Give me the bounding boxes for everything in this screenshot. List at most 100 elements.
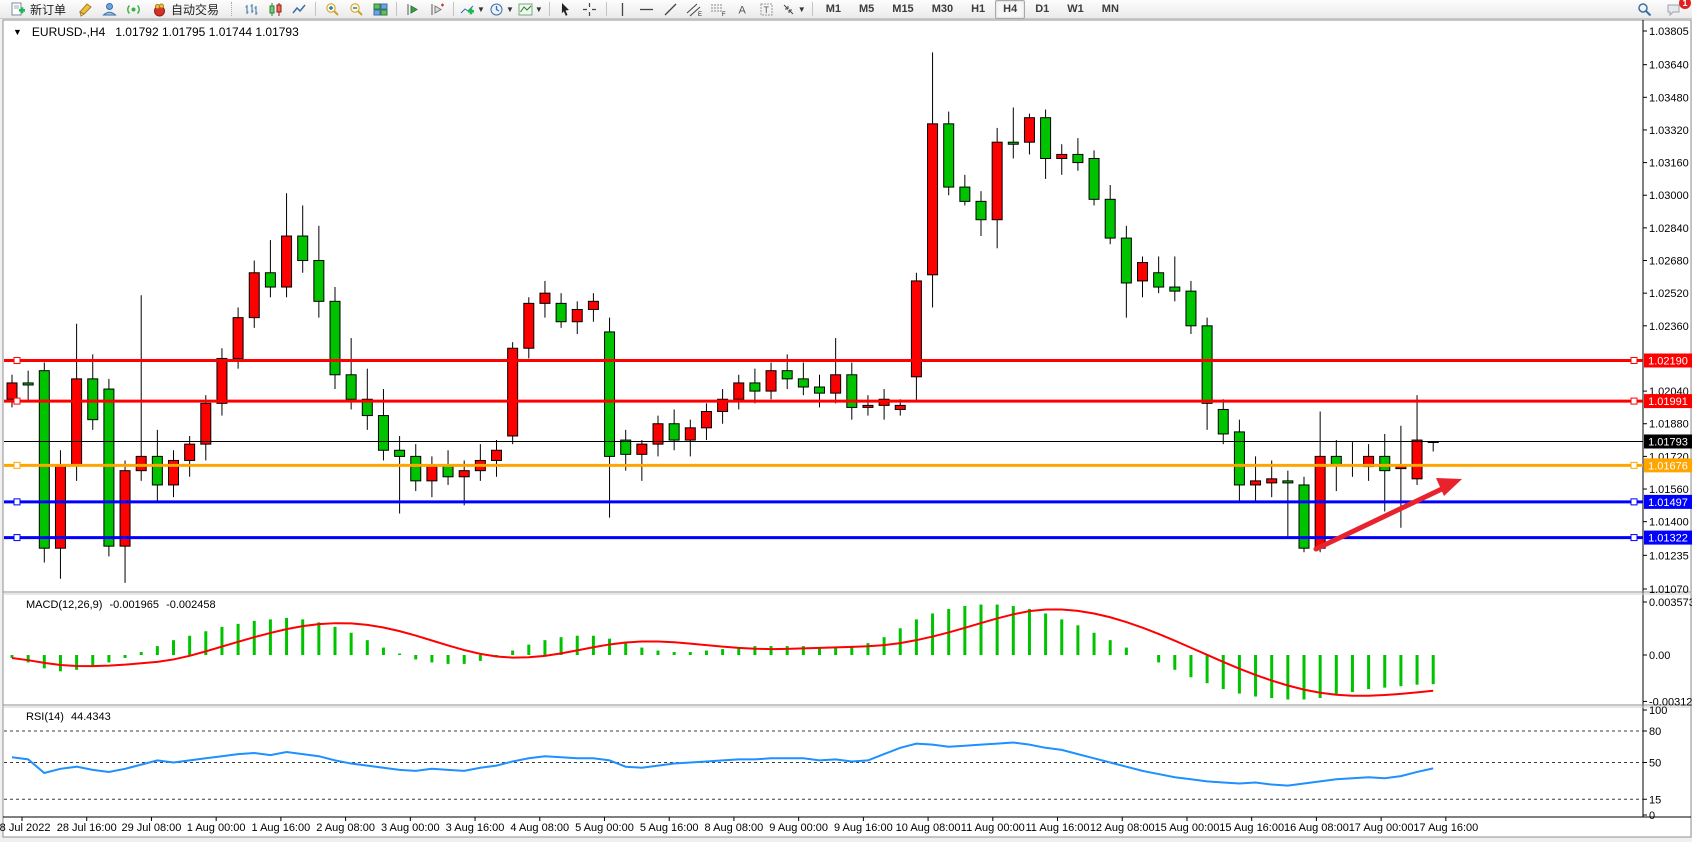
timeframe-m15[interactable]: M15 [892, 2, 914, 15]
toolbar-grip [231, 2, 236, 16]
bar-chart-button[interactable] [240, 0, 262, 19]
time-axis-label: 1 Aug 16:00 [252, 822, 311, 834]
candle [1185, 290, 1197, 327]
styles-button[interactable] [74, 0, 96, 19]
time-axis-label: 28 Jul 16:00 [57, 822, 117, 834]
brush-icon [78, 2, 92, 17]
timeframe-mn[interactable]: MN [1101, 2, 1119, 15]
timeframe-h4[interactable]: H4 [995, 0, 1026, 19]
toolbar-separator [548, 2, 550, 16]
macd-axis-label: 0.003573 [1649, 597, 1692, 609]
macd-signal-value: -0.002458 [166, 599, 216, 611]
candle [394, 449, 406, 457]
candle [361, 398, 373, 417]
periods-button[interactable]: ▼ [488, 0, 515, 19]
candle [1153, 272, 1165, 288]
vertical-line-button[interactable] [612, 0, 634, 19]
zoom-in-button[interactable] [321, 0, 343, 19]
profile-button[interactable] [98, 0, 120, 19]
price-label-box [1644, 434, 1692, 449]
candle [620, 439, 632, 455]
auto-scroll-button[interactable] [402, 0, 424, 19]
price-label-box [1644, 530, 1692, 545]
time-axis-label: 29 Jul 08:00 [121, 822, 181, 834]
candle [264, 272, 276, 288]
trendline-icon [664, 3, 677, 15]
crosshair-button[interactable] [579, 0, 601, 19]
macd-axis-label: -0.003129 [1649, 696, 1692, 708]
timeframe-m1[interactable]: M1 [825, 2, 841, 15]
line-handle[interactable] [13, 534, 21, 542]
candle [1411, 439, 1423, 480]
line-handle[interactable] [1630, 498, 1638, 506]
indicators-button[interactable]: ▼ [459, 0, 486, 19]
tile-windows-button[interactable] [369, 0, 391, 19]
chevron-down-icon: ▼ [505, 4, 514, 14]
auto-trading-button[interactable]: 自动交易 [146, 0, 225, 19]
profile-icon [101, 2, 117, 15]
time-axis-label: 16 Aug 08:00 [1284, 822, 1349, 834]
line-handle[interactable] [1630, 534, 1638, 542]
cursor-button[interactable] [555, 0, 577, 19]
time-axis-label: 1 Aug 00:00 [187, 822, 246, 834]
label-button[interactable]: T [756, 0, 778, 19]
time-axis-label: 9 Aug 00:00 [769, 822, 828, 834]
candlestick-button[interactable] [264, 0, 286, 19]
toolbar-separator [453, 2, 455, 16]
label-icon: T [760, 3, 773, 15]
horizontal-line-icon [640, 8, 654, 10]
candle [1395, 466, 1407, 470]
indicators-icon [460, 5, 475, 14]
arrows-button[interactable]: ▼ [780, 0, 807, 19]
candle [168, 459, 179, 486]
time-axis-label: 12 Aug 08:00 [1090, 822, 1155, 834]
price-label-text: 1.01793 [1648, 436, 1688, 448]
trend-arrow[interactable] [1313, 484, 1449, 552]
time-axis-label: 28 Jul 2022 [0, 822, 50, 834]
line-handle[interactable] [1630, 397, 1638, 405]
rsi-name: RSI(14) [26, 711, 64, 723]
channel-button[interactable]: E [684, 0, 706, 19]
search-button[interactable] [1633, 0, 1655, 19]
templates-button[interactable]: ▼ [517, 0, 544, 19]
line-handle[interactable] [1630, 356, 1638, 364]
notifications-button[interactable]: 1 [1663, 0, 1691, 19]
line-handle[interactable] [13, 356, 21, 364]
line-handle[interactable] [13, 461, 21, 469]
chart-shift-button[interactable] [426, 0, 448, 19]
candle [184, 443, 196, 461]
horizontal-line-button[interactable] [636, 0, 658, 19]
line-handle[interactable] [13, 498, 21, 506]
line-handle[interactable] [13, 397, 21, 405]
candle [571, 308, 583, 323]
candle [54, 464, 66, 549]
signals-button[interactable] [122, 0, 144, 19]
zoom-out-button[interactable] [345, 0, 367, 19]
timeframe-m30[interactable]: M30 [931, 2, 954, 15]
candle [523, 302, 535, 349]
timeframe-d1[interactable]: D1 [1035, 2, 1050, 15]
timeframe-m5[interactable]: M5 [859, 2, 875, 15]
arrows-icon [783, 4, 794, 14]
candle [1169, 286, 1181, 292]
line-chart-button[interactable] [288, 0, 310, 19]
rsi-axis-label: 100 [1649, 705, 1667, 717]
price-axis-label: 1.01880 [1649, 419, 1689, 431]
new-order-button[interactable]: 新订单 [5, 0, 72, 19]
trend-arrow-head[interactable] [1436, 478, 1462, 496]
candle [491, 449, 502, 461]
candle [636, 443, 648, 455]
zoom-in-icon [325, 2, 339, 16]
symbol-dropdown-icon[interactable]: ▼ [13, 27, 22, 37]
trendline-button[interactable] [660, 0, 682, 19]
text-button[interactable]: A [732, 0, 754, 19]
fibonacci-button[interactable]: F [708, 0, 730, 19]
auto-trading-icon [154, 3, 166, 16]
timeframe-w1[interactable]: W1 [1067, 2, 1084, 15]
signal-icon [126, 4, 140, 14]
timeframe-h1[interactable]: H1 [971, 2, 986, 15]
line-handle[interactable] [1630, 461, 1638, 469]
time-axis-label: 5 Aug 16:00 [640, 822, 699, 834]
candle [814, 386, 825, 394]
